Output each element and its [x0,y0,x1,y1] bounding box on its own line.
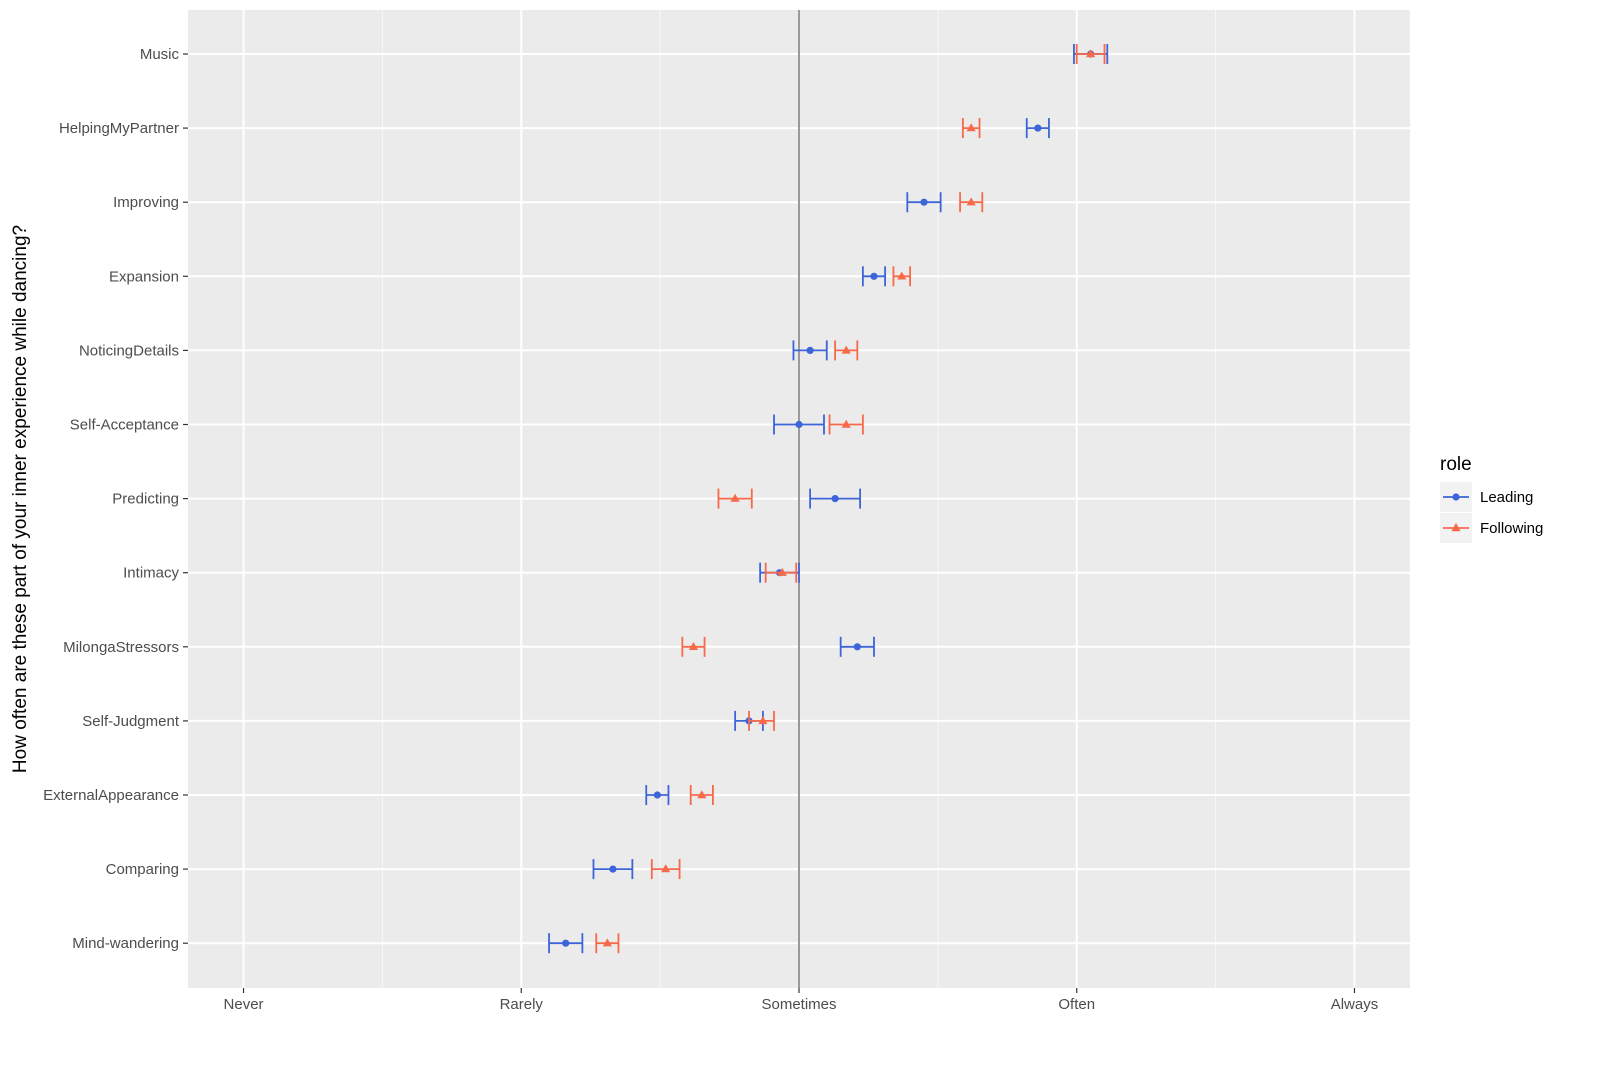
y-tick-label: Expansion [109,268,179,285]
y-tick-label: Music [140,46,180,63]
data-marks [548,44,1109,954]
point-marker [870,272,878,280]
y-tick-label: Comparing [106,861,179,878]
point-marker [661,864,671,873]
x-tick-label: Always [1331,996,1379,1013]
point-marker [966,123,976,132]
point-marker [920,198,928,206]
series-leading [548,44,1109,954]
y-tick-label: Mind-wandering [72,935,179,952]
x-tick-label: Never [224,996,264,1013]
y-tick-label: HelpingMyPartner [59,120,179,137]
y-axis: Music HelpingMyPartner Improving Expansion N… [43,46,188,952]
point-marker [966,197,976,206]
x-tick-label: Often [1058,996,1095,1013]
y-axis-title: How often are these part of your inner e… [10,225,31,773]
legend-key-marker [1452,493,1460,501]
legend-title: role [1440,454,1472,475]
point-marker [777,567,787,576]
legend: role Leading Following [1440,454,1543,543]
point-marker [609,865,617,873]
point-marker [653,791,661,799]
y-tick-label: ExternalAppearance [43,787,179,804]
point-marker [841,345,851,354]
x-tick-label: Rarely [500,996,544,1013]
point-marker [730,493,740,502]
point-marker [758,716,768,725]
point-marker [831,495,839,503]
point-marker [1086,49,1096,58]
point-marker [795,420,803,429]
x-tick-label: Sometimes [761,996,836,1013]
y-tick-label: Self-Acceptance [70,417,179,434]
y-tick-label: Improving [113,194,179,211]
y-tick-label: MilongaStressors [63,639,179,656]
point-marker [897,271,907,280]
point-marker [1034,124,1042,132]
legend-label: Following [1480,520,1543,537]
y-tick-label: Self-Judgment [82,713,180,730]
point-marker [853,643,861,651]
y-tick-label: NoticingDetails [79,342,179,359]
legend-label: Leading [1480,489,1533,506]
point-marker [688,642,699,650]
point-marker [806,346,814,354]
legend-key-marker [1451,523,1461,532]
point-marker [697,790,707,799]
x-axis: Never Rarely Sometimes Often Always [224,988,1379,1013]
y-tick-label: Predicting [112,491,179,508]
y-tick-label: Intimacy [123,565,179,582]
point-marker [562,939,570,947]
series-following [595,44,1106,954]
point-marker [841,419,851,428]
point-marker [602,938,612,947]
